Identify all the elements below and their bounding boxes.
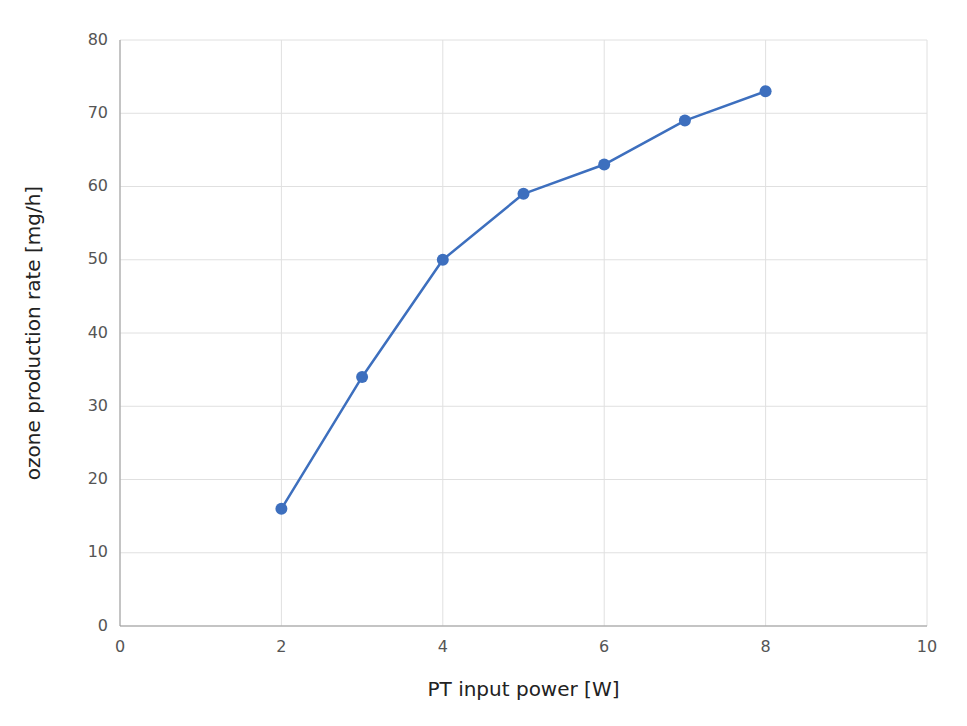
x-tick-label: 2 xyxy=(276,637,286,656)
y-grid-line xyxy=(120,186,927,187)
x-axis-line xyxy=(120,626,927,627)
data-point xyxy=(760,85,772,97)
x-grid-line xyxy=(120,40,121,626)
data-group xyxy=(275,85,771,515)
y-tick-label: 60 xyxy=(88,176,108,195)
x-tick-label: 8 xyxy=(761,637,771,656)
x-grid-line xyxy=(281,40,282,626)
data-point xyxy=(437,254,449,266)
x-grid-line xyxy=(765,40,766,626)
x-grid-line xyxy=(442,40,443,626)
y-tick-label: 70 xyxy=(88,103,108,122)
y-tick-label: 0 xyxy=(98,616,108,635)
y-axis-label: ozone production rate [mg/h] xyxy=(21,186,45,480)
y-tick-label: 40 xyxy=(88,323,108,342)
x-tick-label: 10 xyxy=(917,637,937,656)
y-grid-line xyxy=(120,479,927,480)
data-point xyxy=(679,115,691,127)
y-grid-line xyxy=(120,259,927,260)
x-tick-label: 4 xyxy=(438,637,448,656)
data-point xyxy=(518,188,530,200)
y-tick-label: 80 xyxy=(88,30,108,49)
x-grid-line xyxy=(604,40,605,626)
y-tick-label: 50 xyxy=(88,249,108,268)
x-tick-label: 6 xyxy=(599,637,609,656)
data-point xyxy=(356,371,368,383)
y-grid-line xyxy=(120,113,927,114)
y-axis-line xyxy=(120,40,121,626)
chart-container: 0 10 20 30 40 50 60 70 80 0 2 4 6 8 10 PT input power [… xyxy=(0,0,967,726)
y-tick-label: 30 xyxy=(88,396,108,415)
y-grid-line xyxy=(120,552,927,553)
data-point xyxy=(275,503,287,515)
y-grid-line xyxy=(120,333,927,334)
data-line xyxy=(281,91,765,509)
x-axis-label: PT input power [W] xyxy=(428,677,620,701)
y-grid-line xyxy=(120,406,927,407)
grid xyxy=(120,40,927,626)
chart-svg: 0 10 20 30 40 50 60 70 80 0 2 4 6 8 10 PT input power [… xyxy=(0,0,967,726)
y-grid-line xyxy=(120,626,927,627)
axes: 0 10 20 30 40 50 60 70 80 0 2 4 6 8 10 PT input power [… xyxy=(21,30,937,702)
data-point xyxy=(598,159,610,171)
x-tick-label: 0 xyxy=(115,637,125,656)
y-tick-label: 10 xyxy=(88,542,108,561)
y-grid-line xyxy=(120,40,927,41)
y-tick-label: 20 xyxy=(88,469,108,488)
x-grid-line xyxy=(927,40,928,626)
